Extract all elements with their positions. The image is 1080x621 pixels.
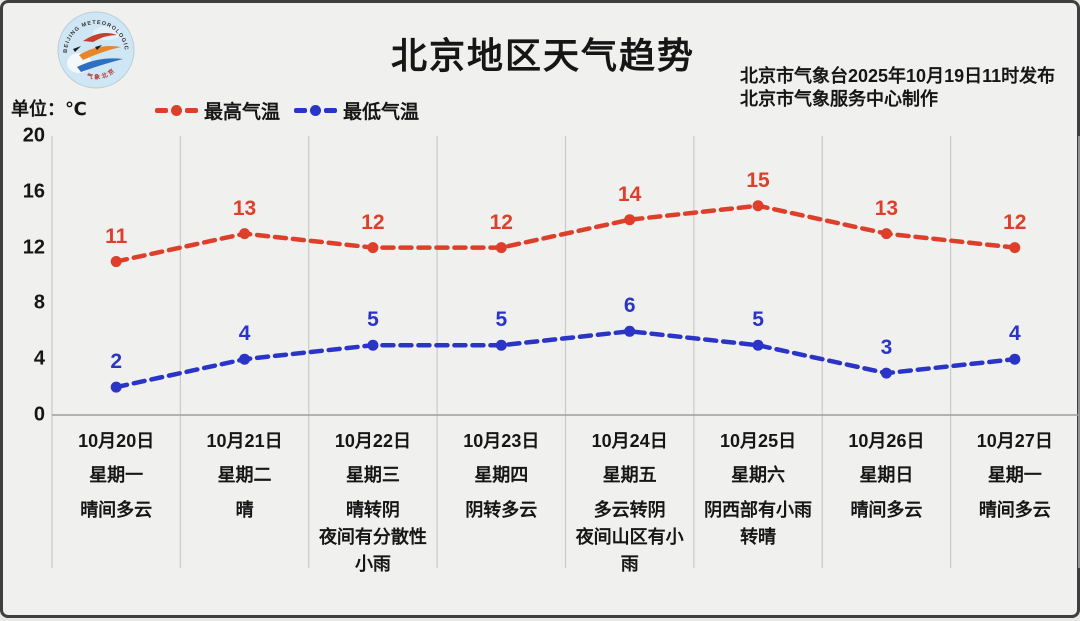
data-value-labels: 11 13 12 12 14 15 13 12 2 4 5 5 6 5 3 4 (3, 3, 1080, 621)
x-axis-day-labels: 10月20日 星期一 晴间多云 10月21日 星期二晴 10月22日 星期三 晴转阴 夜间有分… (3, 3, 1080, 621)
y-tick-label: 4 (33, 347, 45, 370)
low-temp-point (367, 339, 379, 351)
low-temp-value: 5 (495, 308, 508, 332)
weather-trend-chart (51, 136, 1080, 568)
day-date-label: 10月20日 (78, 431, 155, 451)
day-weather-label: 阴转多云 (465, 500, 538, 520)
high-temp-line (113, 203, 1018, 264)
high-temp-value: 13 (232, 196, 257, 220)
day-weekday-label: 星期一 (987, 465, 1042, 485)
high-temp-point (1009, 242, 1021, 254)
legend-dash-dot-marker-icon (294, 105, 338, 116)
legend-label: 最高气温 (204, 102, 281, 123)
chart-legend: 最高气温 最低气温 (155, 97, 419, 124)
publisher-line1: 北京市气象台2025年10月19日11时发布 (740, 66, 1056, 86)
day-date-label: 10月27日 (976, 431, 1053, 451)
y-tick-label: 8 (33, 291, 45, 314)
high-temp-point (624, 214, 636, 226)
day-date-label: 10月21日 (206, 431, 283, 451)
publisher-line2: 北京市气象服务中心制作 (740, 89, 938, 109)
publisher-info: 北京市气象台2025年10月19日11时发布 北京市气象服务中心制作 (740, 65, 1055, 111)
low-temp-point (495, 339, 507, 351)
day-column: 10月22日 星期三晴转阴 夜间有分散性 小雨 (309, 415, 437, 574)
day-weekday-label: 星期六 (731, 465, 786, 485)
day-weather-label: 多云转阴 夜间山区有小 雨 (575, 500, 684, 574)
legend-item-high-temp: 最高气温 (155, 97, 280, 124)
day-weekday-label: 星期三 (345, 465, 400, 485)
low-temp-value: 2 (110, 350, 123, 374)
high-temp-point (495, 242, 507, 254)
day-weekday-label: 星期二 (217, 465, 272, 485)
high-temp-value: 14 (618, 182, 642, 206)
day-weekday-label: 星期日 (859, 465, 914, 485)
legend-dot-icon (171, 105, 182, 116)
day-weekday-label: 星期四 (474, 465, 529, 485)
low-temp-value: 5 (367, 308, 379, 332)
day-weekday-label: 星期五 (602, 465, 657, 485)
low-temp-point (239, 353, 251, 365)
low-temp-value: 3 (880, 336, 893, 360)
day-weather-label: 晴间多云 (850, 500, 923, 520)
y-tick-label: 0 (33, 403, 45, 426)
day-column: 10月20日 星期一晴间多云 (52, 415, 180, 571)
y-tick-label: 20 (22, 124, 45, 147)
day-date-label: 10月23日 (463, 431, 540, 451)
day-weather-label: 晴间多云 (80, 500, 153, 520)
high-temp-point (239, 228, 251, 240)
low-temp-value: 4 (238, 322, 251, 346)
y-tick-label: 12 (22, 236, 45, 259)
y-tick-label: 16 (22, 180, 45, 203)
day-weather-label: 阴西部有小雨 转晴 (704, 500, 813, 547)
high-temp-value: 12 (361, 210, 385, 234)
high-temp-point (752, 200, 764, 212)
high-temp-value: 12 (1003, 210, 1027, 234)
day-weather-label: 晴转阴 夜间有分散性 小雨 (318, 500, 427, 574)
y-axis-labels: 0 4 8 12 16 20 (3, 3, 1080, 621)
legend-dash-icon (185, 108, 198, 113)
day-weather-label: 晴 (235, 500, 254, 520)
day-date-label: 10月26日 (848, 431, 925, 451)
high-temp-value: 12 (489, 210, 513, 234)
day-column: 10月26日 星期日晴间多云 (822, 415, 950, 571)
low-temp-point (1009, 353, 1021, 365)
day-column: 10月27日 星期一晴间多云 (951, 415, 1079, 571)
low-temp-value: 4 (1008, 322, 1021, 346)
day-weekday-label: 星期一 (89, 465, 144, 485)
low-temp-point (880, 367, 892, 379)
day-date-label: 10月22日 (334, 431, 411, 451)
day-column: 10月23日 星期四阴转多云 (437, 415, 565, 571)
low-temp-point (752, 339, 764, 351)
day-weather-label: 晴间多云 (978, 500, 1051, 520)
beijing-meteorological-service-logo-icon: BEIJING METEOROLOGICAL SERVICE 气象北京 (57, 11, 135, 89)
legend-dash-icon (294, 108, 308, 113)
legend-dash-icon (324, 108, 338, 113)
legend-label: 最低气温 (343, 102, 420, 123)
high-temp-point (110, 256, 122, 268)
day-column: 10月24日 星期五多云转阴 夜间山区有小 雨 (566, 415, 694, 574)
high-temp-value: 13 (874, 196, 899, 220)
legend-dash-icon (155, 108, 168, 113)
day-date-label: 10月25日 (720, 431, 797, 451)
low-temp-line (113, 329, 1018, 390)
high-temp-point (880, 228, 892, 240)
high-temp-value: 15 (746, 168, 770, 192)
page-title: 北京地区天气趋势 (390, 35, 695, 76)
legend-dot-icon (310, 105, 322, 116)
low-temp-value: 5 (752, 308, 764, 332)
low-temp-point (110, 381, 122, 393)
unit-label: 单位：℃ (11, 99, 87, 119)
legend-item-low-temp: 最低气温 (294, 97, 419, 124)
day-column: 10月25日 星期六阴西部有小雨 转晴 (694, 415, 822, 571)
day-date-label: 10月24日 (591, 431, 668, 451)
high-temp-point (367, 242, 379, 254)
low-temp-point (624, 325, 636, 337)
day-column: 10月21日 星期二晴 (180, 415, 308, 571)
legend-dash-dot-marker-icon (155, 105, 198, 116)
high-temp-value: 11 (105, 224, 128, 248)
low-temp-value: 6 (623, 294, 636, 318)
